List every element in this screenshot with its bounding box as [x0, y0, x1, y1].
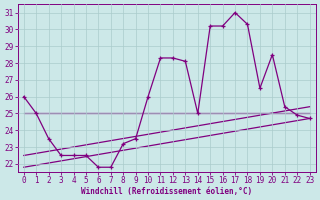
- X-axis label: Windchill (Refroidissement éolien,°C): Windchill (Refroidissement éolien,°C): [81, 187, 252, 196]
